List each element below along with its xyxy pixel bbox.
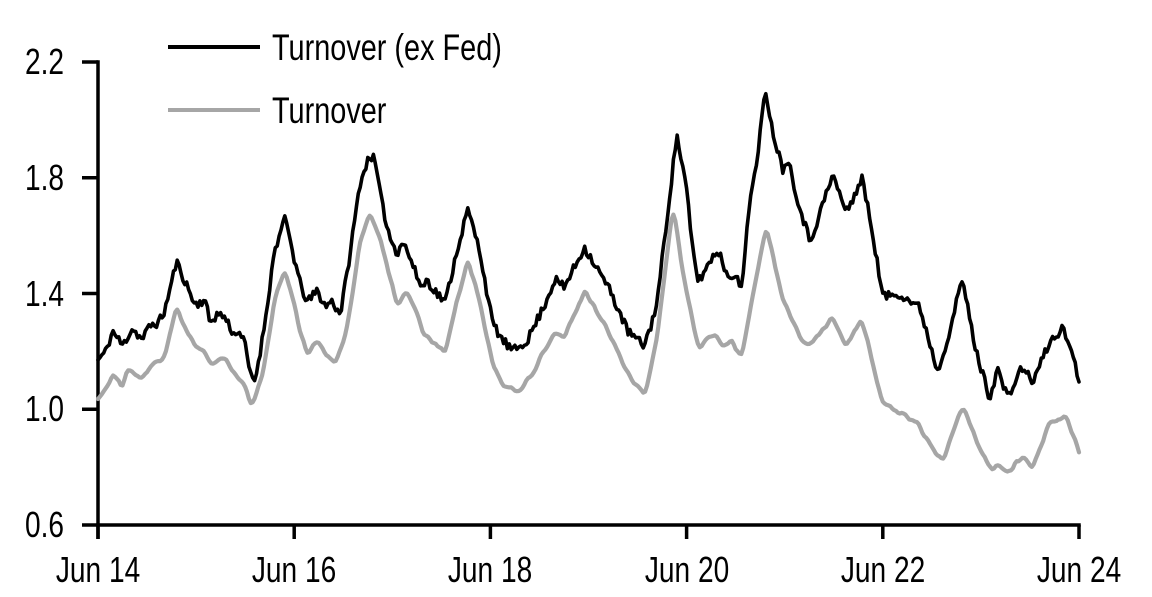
series-line-turnover	[95, 212, 1082, 474]
legend-item-turnover-ex-fed: Turnover (ex Fed)	[168, 26, 567, 68]
legend-label-turnover: Turnover	[272, 89, 387, 131]
legend-line-sample-gray	[168, 108, 260, 112]
legend-line-sample-black	[168, 45, 260, 49]
y-tick-label-1.4: 1.4	[24, 272, 64, 314]
x-tick-label-jun-20: Jun 20	[644, 549, 729, 590]
legend-label-turnover-ex-fed: Turnover (ex Fed)	[272, 26, 502, 68]
x-tick-label-jun-14: Jun 14	[55, 549, 141, 590]
series-line-turnover-ex-fed-	[96, 91, 1081, 401]
x-tick-label-jun-16: Jun 16	[252, 549, 337, 590]
x-tick-label-jun-18: Jun 18	[448, 549, 533, 590]
y-tick-label-2.2: 2.2	[24, 41, 64, 82]
legend: Turnover (ex Fed) Turnover	[168, 26, 567, 131]
y-tick-label-0.6: 0.6	[24, 504, 64, 545]
x-tick-label-jun-24: Jun 24	[1036, 549, 1122, 590]
legend-item-turnover: Turnover	[168, 89, 567, 131]
x-tick-label-jun-22: Jun 22	[840, 549, 925, 590]
y-tick-label-1.8: 1.8	[24, 156, 64, 198]
y-tick-label-1.0: 1.0	[24, 388, 64, 430]
